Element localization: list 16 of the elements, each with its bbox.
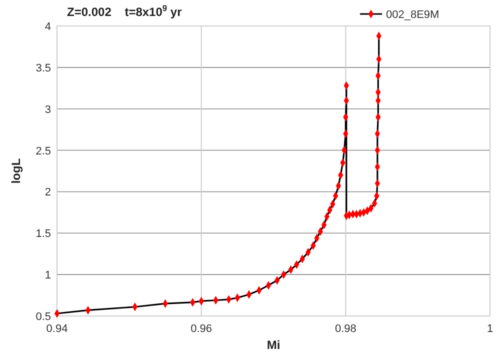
x-tick-label: 0.94: [46, 323, 68, 335]
x-axis-title: Mi: [266, 338, 280, 352]
y-tick-label: 1.5: [36, 228, 51, 240]
legend-label: 002_8E9M: [386, 9, 440, 21]
x-tick-label: 1: [486, 323, 494, 335]
y-tick-label: 4: [44, 21, 51, 33]
y-axis-title: logL: [9, 158, 23, 184]
y-tick-label: 2.5: [36, 145, 51, 158]
chart-title: Z=0.002 t=8x10$^{9}$ yr: [67, 3, 182, 19]
y-tick-label: 3: [44, 104, 51, 116]
y-tick-label: 0.5: [36, 311, 51, 323]
y-tick-label: 2: [44, 186, 51, 199]
x-tick-label: 0.98: [334, 323, 356, 335]
y-tick-label: 3.5: [36, 62, 51, 74]
x-tick-label: 0.96: [190, 323, 212, 335]
y-tick-label: 1: [44, 270, 51, 282]
